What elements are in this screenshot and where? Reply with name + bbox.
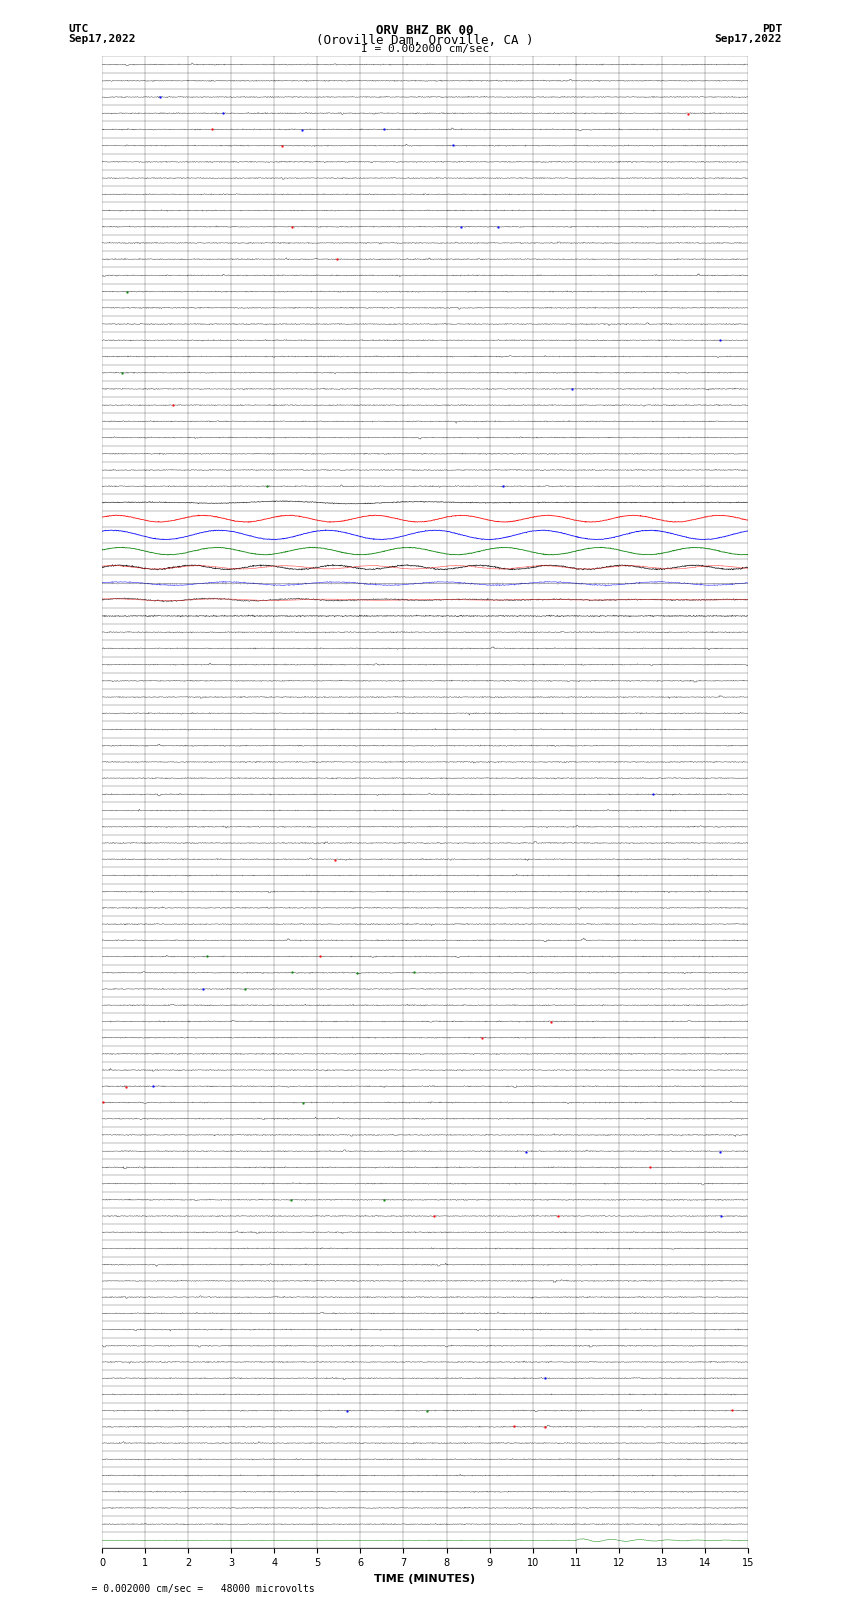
Text: (Oroville Dam, Oroville, CA ): (Oroville Dam, Oroville, CA ) bbox=[316, 34, 534, 47]
Text: I = 0.002000 cm/sec: I = 0.002000 cm/sec bbox=[361, 44, 489, 53]
Text: Sep17,2022: Sep17,2022 bbox=[68, 34, 135, 44]
Text: Sep17,2022: Sep17,2022 bbox=[715, 34, 782, 44]
Text: UTC: UTC bbox=[68, 24, 88, 34]
Text: = 0.002000 cm/sec =   48000 microvolts: = 0.002000 cm/sec = 48000 microvolts bbox=[68, 1584, 314, 1594]
X-axis label: TIME (MINUTES): TIME (MINUTES) bbox=[375, 1574, 475, 1584]
Text: PDT: PDT bbox=[762, 24, 782, 34]
Text: ORV BHZ BK 00: ORV BHZ BK 00 bbox=[377, 24, 473, 37]
